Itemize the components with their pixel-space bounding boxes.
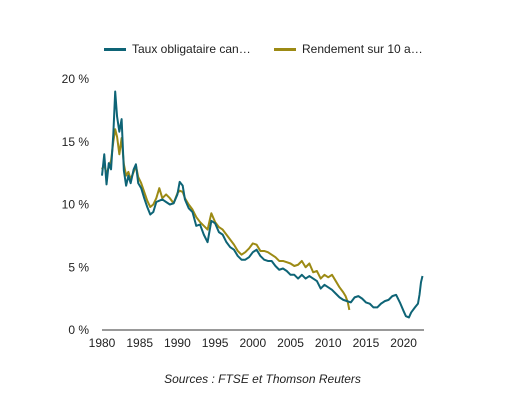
legend-label-series-1: Taux obligataire can… <box>132 42 251 56</box>
legend-swatch-gold <box>274 47 296 51</box>
y-tick-label: 5 % <box>68 260 89 274</box>
series-lines <box>101 90 424 319</box>
legend-item-series-2[interactable]: Rendement sur 10 a… <box>274 42 423 56</box>
x-tick-label: 2010 <box>315 336 342 350</box>
legend-item-series-1[interactable]: Taux obligataire can… <box>104 42 251 56</box>
y-tick-label: 10 % <box>62 198 90 212</box>
x-tick-label: 2005 <box>277 336 304 350</box>
series-line-bond-rate <box>101 90 424 319</box>
x-tick-label: 1980 <box>89 336 116 350</box>
x-tick-label: 1990 <box>164 336 191 350</box>
legend-label-series-2: Rendement sur 10 a… <box>302 42 423 56</box>
y-tick-label: 0 % <box>68 323 89 337</box>
y-tick-label: 15 % <box>62 135 90 149</box>
x-tick-label: 2000 <box>239 336 266 350</box>
y-axis-tick-labels: 0 % 5 % 10 % 15 % 20 % <box>62 72 90 337</box>
y-tick-label: 20 % <box>62 72 90 86</box>
x-tick-label: 1995 <box>202 336 229 350</box>
x-axis-tick-labels: 1980 1985 1990 1995 2000 2005 2010 2015 2020 <box>89 336 418 350</box>
legend-swatch-teal <box>104 47 126 51</box>
source-note: Sources : FTSE et Thomson Reuters <box>164 372 361 386</box>
series-line-10y-yield <box>101 128 351 311</box>
legend: Taux obligataire can… Rendement sur 10 a… <box>0 42 525 62</box>
x-tick-label: 2020 <box>390 336 417 350</box>
x-tick-label: 1985 <box>126 336 153 350</box>
x-tick-label: 2015 <box>353 336 380 350</box>
